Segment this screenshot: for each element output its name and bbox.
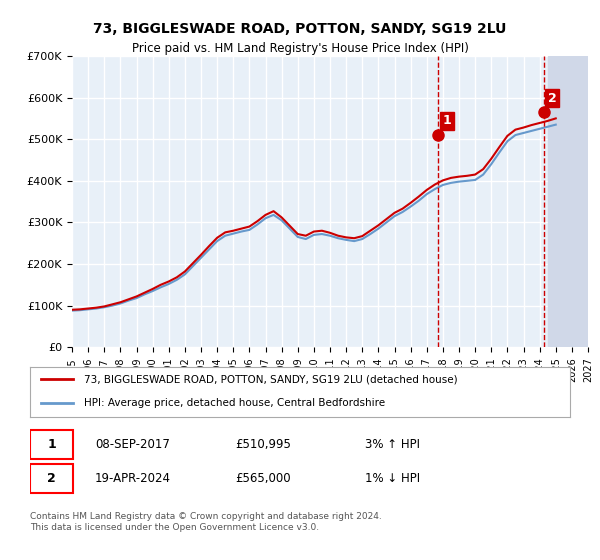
Text: 2: 2	[47, 472, 56, 486]
Text: 3% ↑ HPI: 3% ↑ HPI	[365, 438, 420, 451]
Text: £510,995: £510,995	[235, 438, 291, 451]
Text: 19-APR-2024: 19-APR-2024	[95, 472, 171, 486]
Text: Contains HM Land Registry data © Crown copyright and database right 2024.
This d: Contains HM Land Registry data © Crown c…	[30, 512, 382, 532]
Text: 1% ↓ HPI: 1% ↓ HPI	[365, 472, 420, 486]
FancyBboxPatch shape	[30, 464, 73, 493]
Bar	[548, 56, 588, 347]
Text: 2: 2	[548, 92, 556, 105]
Text: £565,000: £565,000	[235, 472, 291, 486]
Text: Price paid vs. HM Land Registry's House Price Index (HPI): Price paid vs. HM Land Registry's House …	[131, 42, 469, 55]
Text: 1: 1	[47, 438, 56, 451]
Text: 73, BIGGLESWADE ROAD, POTTON, SANDY, SG19 2LU: 73, BIGGLESWADE ROAD, POTTON, SANDY, SG1…	[94, 22, 506, 36]
Text: 1: 1	[442, 114, 451, 127]
Text: 73, BIGGLESWADE ROAD, POTTON, SANDY, SG19 2LU (detached house): 73, BIGGLESWADE ROAD, POTTON, SANDY, SG1…	[84, 375, 458, 384]
Text: 08-SEP-2017: 08-SEP-2017	[95, 438, 170, 451]
Text: HPI: Average price, detached house, Central Bedfordshire: HPI: Average price, detached house, Cent…	[84, 398, 385, 408]
FancyBboxPatch shape	[30, 430, 73, 459]
